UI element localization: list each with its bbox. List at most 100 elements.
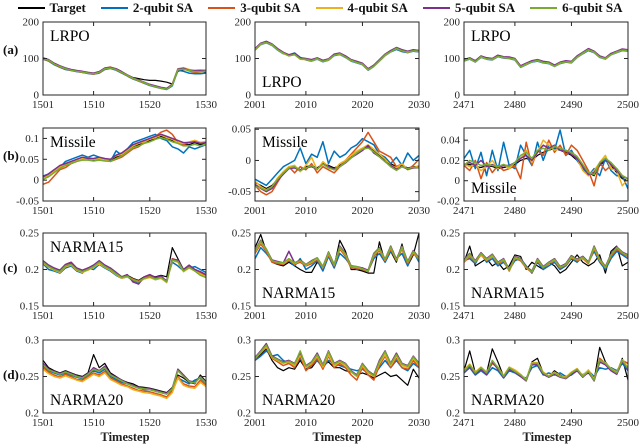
legend-item-5-qubit-sa: 5-qubit SA (422, 0, 516, 15)
series-line-2-qubit SA (464, 250, 628, 274)
axes-box (254, 127, 420, 202)
dataset-label-NARMA15: NARMA15 (262, 285, 335, 302)
x-tick-label: 2001 (244, 99, 266, 111)
series-line-2-qubit SA (255, 137, 419, 187)
x-axis-label: Timestep (312, 430, 362, 444)
series-line-6-qubit SA (255, 344, 419, 377)
x-tick-label: 2020 (351, 417, 374, 429)
series-line-6-qubit SA (464, 48, 628, 68)
y-tick-label: -0.02 (437, 196, 460, 208)
panel-label-c: (c) (3, 260, 18, 275)
x-tick-label: 1501 (32, 205, 54, 217)
4-qubit-line-swatch (315, 7, 343, 9)
x-tick-label: 1510 (83, 99, 106, 111)
series-line-6-qubit SA (43, 136, 206, 180)
panel-label-d: (d) (3, 367, 19, 382)
series-line-3-qubit SA (43, 257, 206, 283)
y-tick-label: 0.2 (446, 264, 460, 276)
x-tick-label: 2020 (351, 99, 374, 111)
x-tick-label: 1510 (83, 310, 106, 322)
dataset-label-Missile: Missile (262, 134, 308, 151)
series-line-2-qubit SA (43, 365, 206, 395)
dataset-label-LRPO: LRPO (262, 74, 302, 91)
x-tick-label: 2500 (617, 417, 640, 429)
y-tick-label: 0.3 (237, 335, 251, 347)
series-line-6-qubit SA (255, 240, 419, 272)
x-tick-label: 2490 (560, 99, 583, 111)
dataset-label-Missile: Missile (50, 134, 96, 151)
series-line-3-qubit SA (43, 367, 206, 398)
legend-label: 3-qubit SA (240, 0, 301, 15)
x-tick-label: 1501 (32, 417, 54, 429)
x-tick-label: 2471 (453, 205, 475, 217)
y-tick-label: 0.2 (237, 264, 251, 276)
legend-label: 2-qubit SA (132, 0, 194, 15)
dataset-label-LRPO: LRPO (471, 28, 511, 45)
x-tick-label: 1530 (195, 310, 218, 322)
6-qubit-line-swatch (530, 7, 558, 9)
x-tick-label: 2490 (560, 205, 583, 217)
legend-label: 5-qubit SA (454, 0, 516, 15)
legend-label: 6-qubit SA (562, 0, 623, 15)
y-tick-label: 0 (34, 175, 40, 187)
series-line-6-qubit SA (43, 57, 206, 90)
x-tick-label: 2030 (408, 205, 431, 217)
y-tick-label: 0.25 (232, 371, 252, 383)
dataset-label-Missile: Missile (471, 180, 517, 197)
x-tick-label: 2490 (560, 417, 583, 429)
x-tick-label: 1520 (139, 205, 162, 217)
2-qubit-line-swatch (100, 7, 128, 9)
y-tick-label: 200 (23, 17, 40, 29)
x-tick-label: 1510 (83, 205, 106, 217)
series-line-5-qubit SA (43, 133, 206, 178)
y-tick-label: 0 (455, 175, 461, 187)
y-tick-label: 0.02 (441, 155, 460, 167)
y-tick-label: 0.15 (232, 301, 252, 313)
series-line-6-qubit SA (255, 147, 419, 192)
legend-item-2-qubit-sa: 2-qubit SA (100, 0, 194, 15)
3-qubit-line-swatch (208, 7, 236, 9)
y-tick-label: 0.3 (25, 335, 39, 347)
y-tick-label: 0.2 (446, 408, 460, 420)
x-tick-label: 2001 (244, 205, 266, 217)
y-tick-label: 0 (455, 90, 461, 102)
x-tick-label: 1501 (32, 99, 54, 111)
x-tick-label: 2030 (408, 310, 431, 322)
legend-item-6-qubit-sa: 6-qubit SA (530, 0, 623, 15)
y-tick-label: 0.2 (25, 408, 39, 420)
x-tick-label: 1530 (195, 205, 218, 217)
dataset-label-NARMA15: NARMA15 (471, 285, 544, 302)
x-axis-label: Timestep (100, 430, 150, 444)
y-tick-label: 100 (444, 53, 461, 65)
y-tick-label: 200 (235, 17, 252, 29)
x-tick-label: 2480 (504, 205, 527, 217)
y-tick-label: 200 (444, 17, 461, 29)
y-tick-label: -0.05 (228, 186, 251, 198)
subplot-c-3: 2471 2480 2490 2500 0.15 0.2 0.25 NARMA15 (441, 228, 640, 323)
dataset-label-LRPO: LRPO (50, 28, 90, 45)
y-tick-label: 100 (23, 53, 40, 65)
x-tick-label: 2001 (244, 417, 266, 429)
subplot-b-3: 2471 2480 2490 2500 -0.02 0 0.02 0.04 Missile (437, 127, 640, 217)
x-tick-label: 2480 (504, 99, 527, 111)
subplot-b-2: 2001 2010 2020 2030 -0.05 0 0.05 Missile (228, 124, 430, 217)
x-tick-label: 2471 (453, 417, 475, 429)
target-line-swatch (17, 7, 45, 9)
x-tick-label: 2001 (244, 310, 266, 322)
legend-label: Target (49, 0, 86, 15)
x-tick-label: 2500 (617, 310, 640, 322)
series-line-5-qubit SA (43, 362, 206, 395)
series-line-4-qubit SA (43, 134, 206, 179)
series-line-3-qubit SA (255, 346, 419, 381)
series-line-2-qubit SA (464, 129, 628, 190)
axes-box (42, 127, 207, 202)
y-tick-label: 0.25 (20, 371, 40, 383)
subplot-b-1: 1501 1510 1520 1530 -0.05 0 0.05 0.1 Missile (16, 127, 218, 217)
x-tick-label: 2010 (295, 417, 318, 429)
x-tick-label: 1501 (32, 310, 54, 322)
y-tick-label: 0 (246, 90, 252, 102)
series-line-Target (255, 348, 419, 386)
y-tick-label: 0.2 (25, 264, 39, 276)
